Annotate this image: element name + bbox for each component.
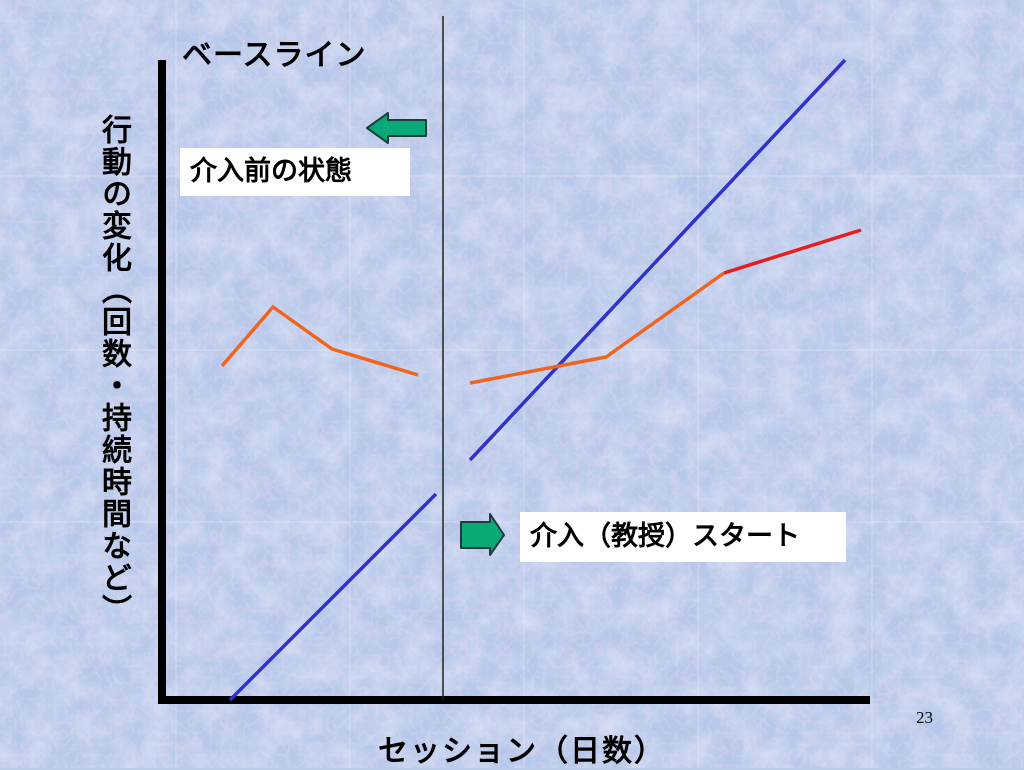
page-number: 23 bbox=[916, 708, 933, 727]
intervention-start-label: 介入（教授）スタート bbox=[520, 512, 846, 562]
x-axis-label: セッション（日数） bbox=[378, 734, 666, 769]
red-line-segment bbox=[723, 228, 862, 275]
y-axis-label: 行動の変化（回数・持続時間など） bbox=[96, 114, 131, 626]
orange-line-baseline bbox=[220, 305, 419, 377]
pre-intervention-label: 介入前の状態 bbox=[180, 148, 410, 196]
blue-line-intervention bbox=[468, 58, 847, 462]
arrow-left-icon bbox=[366, 112, 427, 144]
blue-line-baseline bbox=[228, 492, 438, 702]
baseline-title: ベースライン bbox=[182, 38, 367, 73]
arrow-right-icon bbox=[460, 513, 505, 556]
orange-line-intervention bbox=[469, 271, 726, 385]
